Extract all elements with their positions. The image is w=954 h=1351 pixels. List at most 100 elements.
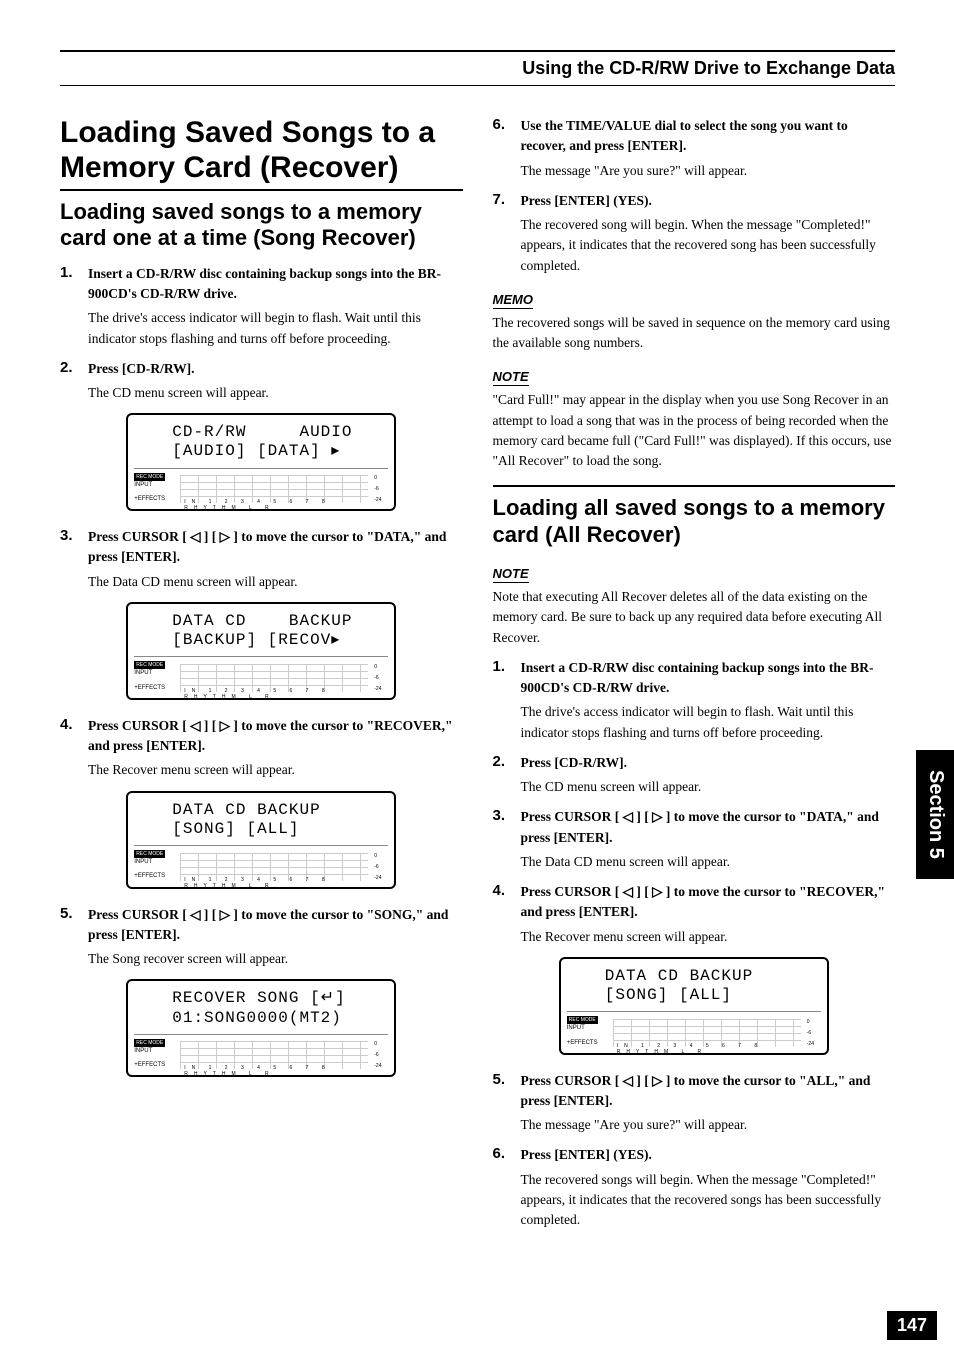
lcd-frame: CD-R/RW AUDIO [AUDIO] [DATA] ▸ REC MODE …: [126, 413, 396, 511]
lcd-grid: IN 1 2 3 4 5 6 7 8 RHYTHM L R: [180, 853, 368, 881]
lcd-labels: REC MODE INPUT +EFFECTS: [567, 1016, 607, 1047]
effects-label: +EFFECTS: [134, 873, 165, 879]
effects-label: +EFFECTS: [134, 496, 165, 502]
lcd-screen: CD-R/RW AUDIO [AUDIO] [DATA] ▸ REC MODE …: [126, 413, 396, 511]
effects-label: +EFFECTS: [134, 685, 165, 691]
h1-recover: Loading Saved Songs to a Memory Card (Re…: [60, 116, 463, 191]
lcd-frame: RECOVER SONG [↵] 01:SONG0000(MT2) REC MO…: [126, 979, 396, 1077]
step-title: Insert a CD-R/RW disc containing backup …: [521, 658, 896, 699]
lcd-labels: REC MODE INPUT +EFFECTS: [134, 1039, 174, 1070]
step-number: 5.: [60, 905, 88, 970]
lcd-screen: DATA CD BACKUP [SONG] [ALL] REC MODE INP…: [559, 957, 829, 1055]
lcd-meters: REC MODE INPUT +EFFECTS IN 1 2 3 4 5 6 7…: [134, 1034, 388, 1070]
lcd-track-nums: IN 1 2 3 4 5 6 7 8 RHYTHM L R: [180, 499, 368, 511]
step-number: 1.: [60, 264, 88, 349]
step-number: 4.: [60, 716, 88, 781]
step: 5. Press CURSOR [ ◁ ] [ ▷ ] to move the …: [493, 1071, 896, 1136]
lcd-frame: DATA CD BACKUP [SONG] [ALL] REC MODE INP…: [126, 791, 396, 889]
step-desc: The recovered songs will begin. When the…: [521, 1170, 896, 1231]
lcd-meters: REC MODE INPUT +EFFECTS IN 1 2 3 4 5 6 7…: [134, 468, 388, 504]
step-number: 4.: [493, 882, 521, 947]
step-desc: The CD menu screen will appear.: [521, 777, 896, 797]
h2-song-recover: Loading saved songs to a memory card one…: [60, 199, 463, 252]
step-number: 6.: [493, 1145, 521, 1230]
lcd-line2: 01:SONG0000(MT2): [172, 1009, 342, 1027]
step-title: Insert a CD-R/RW disc containing backup …: [88, 264, 463, 305]
input-label: INPUT: [134, 1048, 152, 1054]
lcd-scale: 0-6-24: [807, 1019, 821, 1047]
lcd-track-nums: IN 1 2 3 4 5 6 7 8 RHYTHM L R: [613, 1043, 801, 1055]
step: 4. Press CURSOR [ ◁ ] [ ▷ ] to move the …: [60, 716, 463, 781]
lcd-grid: IN 1 2 3 4 5 6 7 8 RHYTHM L R: [613, 1019, 801, 1047]
step-desc: The drive's access indicator will begin …: [88, 308, 463, 349]
lcd-labels: REC MODE INPUT +EFFECTS: [134, 473, 174, 504]
lcd-screen: DATA CD BACKUP [SONG] [ALL] REC MODE INP…: [126, 791, 396, 889]
lcd-frame: DATA CD BACKUP [BACKUP] [RECOV▸ REC MODE…: [126, 602, 396, 700]
h2-all-recover: Loading all saved songs to a memory card…: [493, 485, 896, 548]
step: 3. Press CURSOR [ ◁ ] [ ▷ ] to move the …: [493, 807, 896, 872]
step-body: Press [ENTER] (YES). The recovered song …: [521, 191, 896, 276]
step-number: 7.: [493, 191, 521, 276]
step-title: Use the TIME/VALUE dial to select the so…: [521, 116, 896, 157]
note-icon: NOTE: [493, 369, 529, 386]
lcd-labels: REC MODE INPUT +EFFECTS: [134, 661, 174, 692]
note-body: "Card Full!" may appear in the display w…: [493, 390, 896, 471]
step-title: Press [ENTER] (YES).: [521, 191, 896, 211]
note-icon: NOTE: [493, 566, 529, 583]
step-desc: The Recover menu screen will appear.: [88, 760, 463, 780]
step-desc: The message "Are you sure?" will appear.: [521, 161, 896, 181]
step: 4. Press CURSOR [ ◁ ] [ ▷ ] to move the …: [493, 882, 896, 947]
lcd-grid: IN 1 2 3 4 5 6 7 8 RHYTHM L R: [180, 475, 368, 503]
lcd-meters: REC MODE INPUT +EFFECTS IN 1 2 3 4 5 6 7…: [567, 1011, 821, 1047]
step-desc: The Song recover screen will appear.: [88, 949, 463, 969]
memo-body: The recovered songs will be saved in seq…: [493, 313, 896, 354]
lcd-meters: REC MODE INPUT +EFFECTS IN 1 2 3 4 5 6 7…: [134, 845, 388, 881]
step-body: Press CURSOR [ ◁ ] [ ▷ ] to move the cur…: [521, 807, 896, 872]
lcd-scale: 0-6-24: [374, 475, 388, 503]
lcd-text: RECOVER SONG [↵] 01:SONG0000(MT2): [134, 987, 388, 1033]
lcd-text: DATA CD BACKUP [SONG] [ALL]: [134, 799, 388, 845]
step-body: Press CURSOR [ ◁ ] [ ▷ ] to move the cur…: [88, 905, 463, 970]
note-body: Note that executing All Recover deletes …: [493, 587, 896, 648]
recmode-label: REC MODE: [134, 473, 165, 481]
step-title: Press CURSOR [ ◁ ] [ ▷ ] to move the cur…: [88, 527, 463, 568]
lcd-grid: IN 1 2 3 4 5 6 7 8 RHYTHM L R: [180, 664, 368, 692]
lcd-scale: 0-6-24: [374, 1041, 388, 1069]
lcd-text: CD-R/RW AUDIO [AUDIO] [DATA] ▸: [134, 421, 388, 467]
step-body: Press CURSOR [ ◁ ] [ ▷ ] to move the cur…: [521, 882, 896, 947]
lcd-grid: IN 1 2 3 4 5 6 7 8 RHYTHM L R: [180, 1041, 368, 1069]
lcd-labels: REC MODE INPUT +EFFECTS: [134, 850, 174, 881]
recmode-label: REC MODE: [134, 1039, 165, 1047]
input-label: INPUT: [134, 670, 152, 676]
effects-label: +EFFECTS: [134, 1062, 165, 1068]
step-body: Insert a CD-R/RW disc containing backup …: [88, 264, 463, 349]
step: 1. Insert a CD-R/RW disc containing back…: [60, 264, 463, 349]
step-title: Press [ENTER] (YES).: [521, 1145, 896, 1165]
step-body: Insert a CD-R/RW disc containing backup …: [521, 658, 896, 743]
step-desc: The Recover menu screen will appear.: [521, 927, 896, 947]
step-title: Press CURSOR [ ◁ ] [ ▷ ] to move the cur…: [521, 882, 896, 923]
step-desc: The recovered song will begin. When the …: [521, 215, 896, 276]
lcd-scale: 0-6-24: [374, 664, 388, 692]
step-body: Press CURSOR [ ◁ ] [ ▷ ] to move the cur…: [88, 527, 463, 592]
effects-label: +EFFECTS: [567, 1040, 598, 1046]
step-number: 3.: [493, 807, 521, 872]
lcd-track-nums: IN 1 2 3 4 5 6 7 8 RHYTHM L R: [180, 877, 368, 889]
step-number: 1.: [493, 658, 521, 743]
input-label: INPUT: [134, 859, 152, 865]
lcd-scale: 0-6-24: [374, 853, 388, 881]
step-desc: The drive's access indicator will begin …: [521, 702, 896, 743]
step-body: Press [CD-R/RW]. The CD menu screen will…: [88, 359, 463, 404]
lcd-line2: [BACKUP] [RECOV▸: [172, 631, 340, 649]
lcd-line1: DATA CD BACKUP: [172, 801, 320, 819]
step-desc: The CD menu screen will appear.: [88, 383, 463, 403]
header-title: Using the CD-R/RW Drive to Exchange Data: [60, 58, 895, 79]
lcd-line2: [SONG] [ALL]: [172, 820, 299, 838]
section-tab: Section 5: [916, 750, 954, 879]
step-number: 2.: [60, 359, 88, 404]
step: 3. Press CURSOR [ ◁ ] [ ▷ ] to move the …: [60, 527, 463, 592]
step: 5. Press CURSOR [ ◁ ] [ ▷ ] to move the …: [60, 905, 463, 970]
step-number: 6.: [493, 116, 521, 181]
step-body: Press [CD-R/RW]. The CD menu screen will…: [521, 753, 896, 798]
step: 6. Press [ENTER] (YES). The recovered so…: [493, 1145, 896, 1230]
